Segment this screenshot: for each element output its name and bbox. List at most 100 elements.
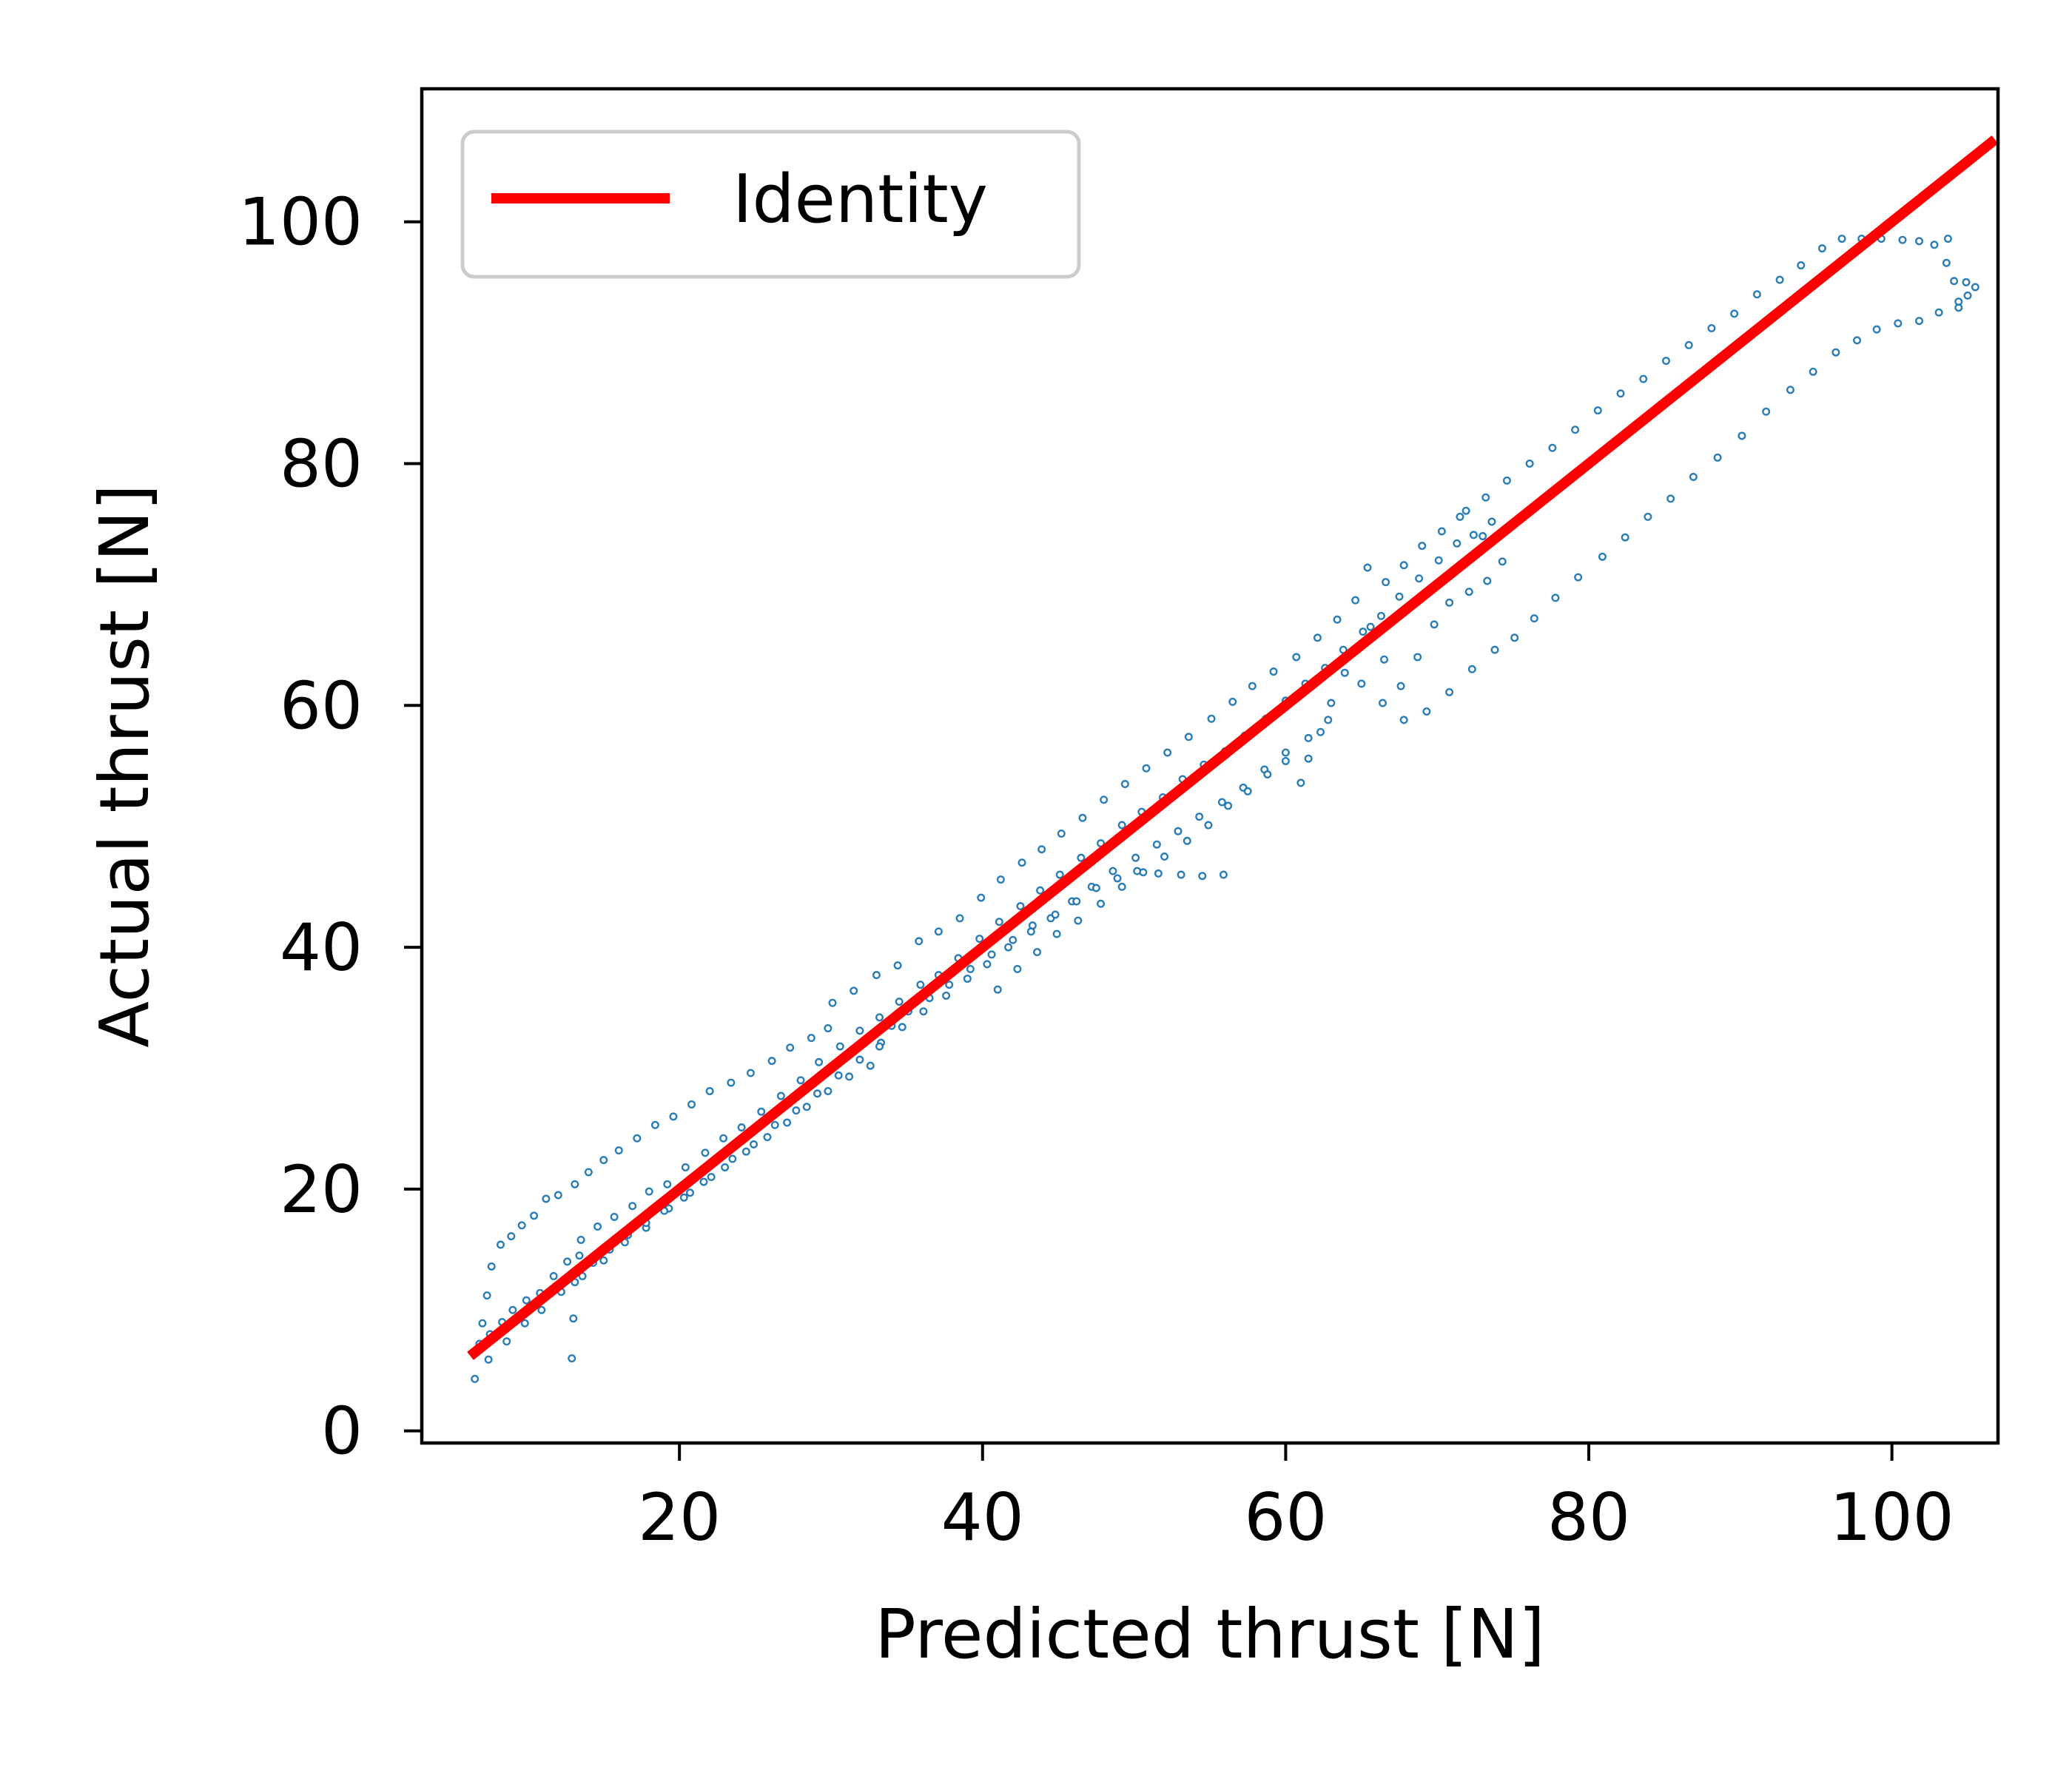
scatter-point bbox=[1351, 596, 1360, 605]
scatter-point bbox=[1415, 574, 1424, 583]
scatter-point bbox=[1898, 235, 1907, 244]
scatter-point bbox=[1430, 620, 1439, 629]
scatter-point bbox=[1263, 770, 1272, 778]
scatter-point bbox=[1131, 853, 1140, 862]
scatter-point bbox=[1752, 290, 1761, 299]
scatter-point bbox=[1380, 655, 1389, 664]
scatter-point bbox=[645, 1187, 653, 1196]
scatter-point bbox=[1598, 552, 1607, 561]
scatter-point bbox=[1074, 916, 1083, 925]
scatter-point bbox=[1120, 780, 1129, 789]
scatter-point bbox=[549, 1272, 558, 1281]
scatter-point bbox=[1483, 576, 1492, 585]
scatter-point bbox=[875, 1042, 884, 1051]
scatter-point bbox=[955, 914, 964, 923]
scatter-point bbox=[1304, 733, 1313, 742]
scatter-point bbox=[1853, 336, 1862, 345]
scatter-point bbox=[1399, 716, 1408, 724]
scatter-point bbox=[599, 1156, 608, 1165]
scatter-point bbox=[1661, 357, 1670, 366]
scatter-point bbox=[1174, 827, 1183, 835]
scatter-point bbox=[1217, 798, 1226, 807]
identity-line bbox=[467, 135, 1999, 1360]
x-tick-label: 40 bbox=[941, 1479, 1024, 1555]
scatter-point bbox=[741, 1147, 750, 1156]
scatter-point bbox=[963, 975, 972, 983]
scatter-point bbox=[872, 971, 881, 980]
x-tick-label: 60 bbox=[1244, 1479, 1327, 1555]
scatter-point bbox=[1204, 821, 1213, 830]
scatter-point bbox=[746, 1069, 755, 1077]
scatter-point bbox=[1224, 801, 1233, 810]
scatter-point bbox=[1399, 561, 1408, 570]
scatter-point bbox=[1467, 665, 1476, 673]
y-tick-label: 80 bbox=[280, 426, 363, 502]
scatter-point bbox=[1530, 614, 1538, 623]
scatter-point bbox=[576, 1235, 585, 1244]
scatter-point bbox=[1962, 278, 1971, 286]
scatter-point bbox=[750, 1140, 758, 1148]
scatter-point bbox=[1028, 921, 1037, 930]
scatter-point bbox=[737, 1123, 746, 1132]
scatter-point bbox=[1366, 622, 1375, 631]
scatter-point bbox=[1914, 237, 1923, 246]
scatter-point bbox=[1072, 897, 1081, 906]
scatter-point bbox=[517, 1221, 526, 1230]
scatter-point bbox=[1593, 406, 1602, 415]
scatter-point bbox=[599, 1256, 608, 1265]
scatter-point bbox=[1872, 325, 1881, 334]
scatter-point bbox=[610, 1212, 619, 1221]
scatter-point bbox=[1100, 796, 1109, 804]
scatter-point bbox=[721, 1163, 730, 1171]
scatter-point bbox=[669, 1112, 678, 1121]
scatter-point bbox=[584, 1168, 593, 1177]
scatter-point bbox=[1243, 787, 1252, 796]
scatter-point bbox=[934, 927, 943, 936]
scatter-point bbox=[1359, 628, 1368, 636]
scatter-point bbox=[1963, 291, 1972, 300]
scatter-point bbox=[502, 1337, 511, 1346]
scatter-point bbox=[1207, 714, 1216, 723]
scatter-point bbox=[1395, 592, 1404, 601]
scatter-point bbox=[1154, 869, 1163, 878]
scatter-point bbox=[1713, 453, 1722, 462]
scatter-point bbox=[1464, 588, 1473, 596]
scatter-point bbox=[1418, 542, 1427, 551]
y-tick-label: 0 bbox=[321, 1393, 363, 1470]
x-axis-ticks: 20 40 60 80 100 bbox=[638, 1443, 1954, 1555]
scatter-point bbox=[919, 1007, 928, 1016]
scatter-point bbox=[1304, 754, 1313, 763]
scatter-point bbox=[1033, 948, 1042, 957]
scatter-point bbox=[1152, 840, 1161, 849]
scatter-point bbox=[1422, 707, 1431, 716]
scatter-point bbox=[966, 964, 975, 973]
scatter-point bbox=[487, 1262, 496, 1271]
scatter-point bbox=[701, 1148, 710, 1157]
scatter-point bbox=[1445, 687, 1454, 696]
scatter-point bbox=[478, 1319, 487, 1328]
scatter-point bbox=[1177, 870, 1185, 879]
scatter-point bbox=[1786, 386, 1794, 394]
y-tick-label: 40 bbox=[280, 909, 363, 986]
scatter-point bbox=[1382, 578, 1390, 587]
x-axis-label: Predicted thrust [N] bbox=[875, 1595, 1545, 1674]
scatter-point bbox=[1837, 235, 1846, 243]
scatter-point bbox=[507, 1232, 516, 1241]
scatter-point bbox=[1009, 935, 1018, 944]
scatter-point bbox=[1498, 557, 1507, 566]
scatter-point bbox=[1666, 494, 1675, 503]
scatter-point bbox=[915, 937, 924, 946]
x-tick-label: 20 bbox=[638, 1479, 721, 1555]
scatter-point bbox=[663, 1180, 672, 1188]
scatter-point bbox=[792, 1106, 801, 1115]
scatter-point bbox=[1644, 512, 1652, 521]
scatter-point bbox=[1313, 633, 1322, 642]
scatter-point bbox=[1357, 679, 1366, 688]
legend-identity-label: Identity bbox=[733, 161, 988, 238]
scatter-point bbox=[796, 1076, 805, 1085]
scatter-point bbox=[482, 1291, 491, 1300]
scatter-point bbox=[1809, 367, 1817, 376]
scatter-point bbox=[1248, 682, 1257, 690]
scatter-point bbox=[471, 1374, 480, 1383]
